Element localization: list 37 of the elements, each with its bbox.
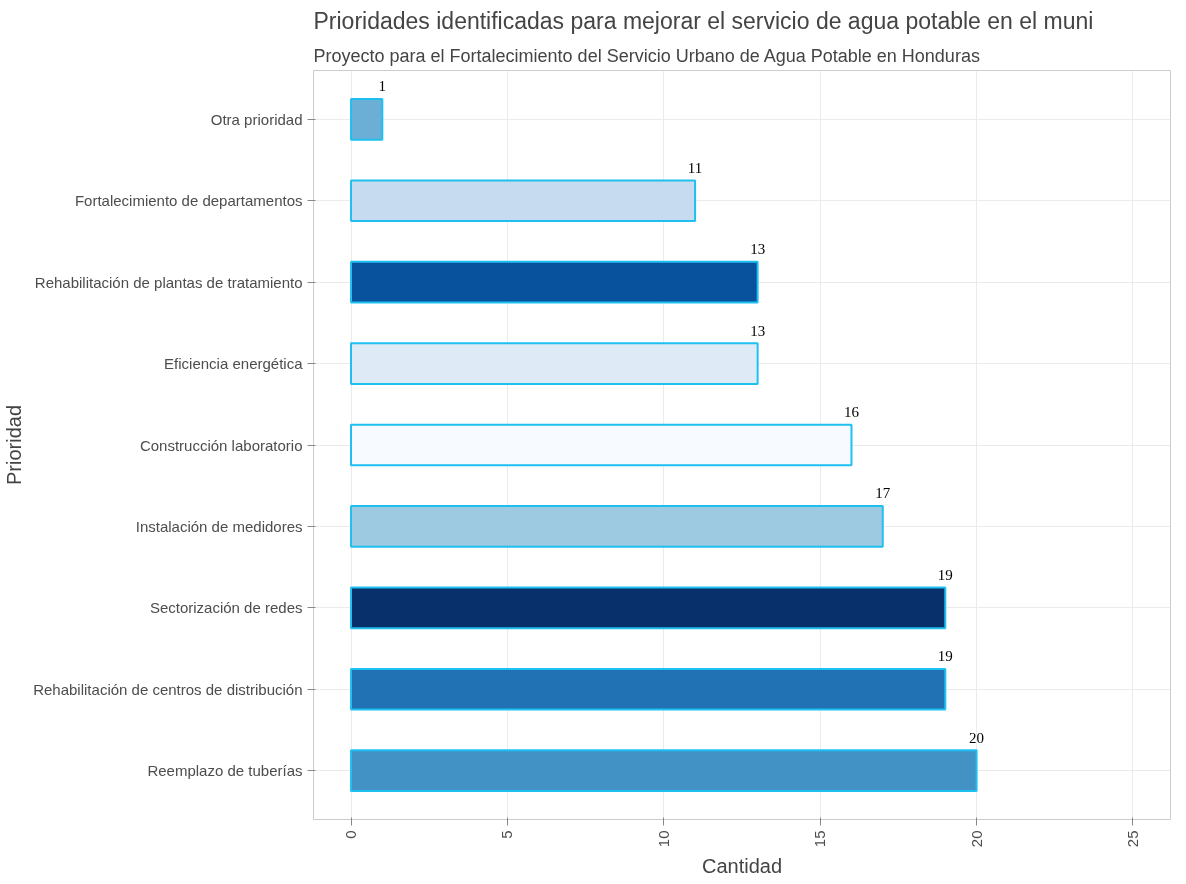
x-tick-label: 25 (1123, 830, 1141, 848)
chart-title: Prioridades identificadas para mejorar el servicio de agua potable en el muni (313, 7, 1094, 34)
y-tick-label: Rehabilitación de centros de distribución (33, 680, 303, 698)
x-tick-label: 20 (967, 830, 985, 848)
y-tick-label: Instalación de medidores (135, 517, 303, 535)
y-tick-label: Otra prioridad (210, 110, 303, 128)
bar (350, 179, 697, 223)
y-tick-label: Rehabilitación de plantas de tratamiento (34, 273, 303, 291)
bar (350, 749, 978, 793)
x-axis-title: Cantidad (701, 855, 783, 878)
bar (350, 423, 853, 467)
data-label: 17 (875, 485, 891, 502)
x-tick-label: 10 (654, 830, 672, 848)
data-label: 19 (937, 648, 953, 665)
bar (350, 667, 947, 711)
y-axis-title: Prioridad (3, 404, 26, 486)
data-label: 16 (843, 404, 860, 420)
bar (350, 260, 759, 304)
y-tick-label: Fortalecimiento de departamentos (74, 192, 303, 210)
x-tick-label: 0 (342, 830, 360, 839)
y-tick-label: Sectorización de redes (149, 599, 303, 617)
data-label: 13 (750, 241, 766, 258)
x-tick-label: 15 (811, 830, 829, 848)
y-tick-label: Reemplazo de tuberías (147, 762, 303, 780)
bar (350, 97, 384, 141)
data-label: 13 (750, 322, 766, 339)
data-label: 19 (937, 566, 953, 583)
bar (350, 505, 884, 548)
bar (350, 342, 759, 385)
y-tick-label: Eficiencia energética (164, 355, 304, 373)
x-tick-label: 5 (498, 830, 516, 839)
bar (350, 586, 947, 630)
data-label: 20 (969, 729, 985, 746)
y-tick-label: Construcción laboratorio (139, 436, 303, 454)
chart-subtitle: Proyecto para el Fortalecimiento del Servicio Urbano de Agua Potable en Honduras (313, 45, 980, 66)
data-label: 1 (378, 78, 387, 95)
data-label: 11 (687, 159, 703, 176)
